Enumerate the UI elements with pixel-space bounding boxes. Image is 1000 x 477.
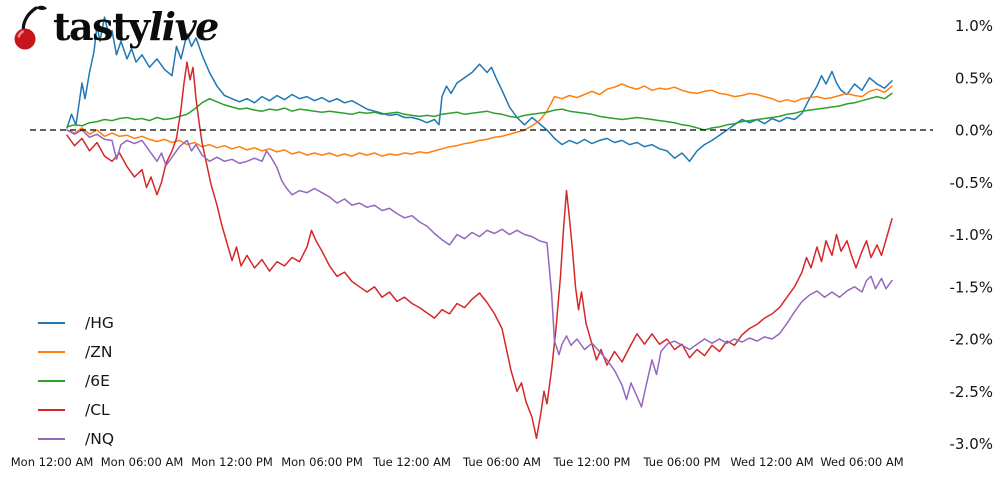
y-tick-label: -0.5% [949,174,993,192]
chart-legend: /HG /ZN /6E /CL /NQ [38,308,114,453]
legend-item-cl: /CL [38,395,114,424]
y-tick-label: 0.0% [955,122,993,140]
legend-label-6e: /6E [85,371,110,390]
x-tick-label: Wed 12:00 AM [730,455,813,469]
series-line-cl [66,61,893,440]
x-tick-label: Tue 06:00 PM [643,455,721,469]
y-tick-label: -2.0% [949,331,993,349]
legend-item-zn: /ZN [38,337,114,366]
brand-live: live [148,4,220,49]
x-tick-label: Mon 06:00 AM [101,455,184,469]
y-tick-label: -1.5% [949,278,993,296]
legend-item-6e: /6E [38,366,114,395]
y-tick-label: 0.5% [955,69,993,87]
legend-item-nq: /NQ [38,424,114,453]
x-tick-label: Wed 06:00 AM [820,455,903,469]
x-tick-label: Mon 12:00 AM [11,455,94,469]
legend-line-swatch-cl [38,408,65,411]
x-tick-label: Tue 06:00 AM [462,455,541,469]
cherry-icon [14,5,47,50]
x-tick-label: Tue 12:00 AM [372,455,451,469]
y-tick-label: 1.0% [955,17,993,35]
legend-line-swatch-6e [38,379,65,382]
x-tick-label: Tue 12:00 PM [553,455,631,469]
legend-line-swatch-hg [38,321,65,324]
brand-wordmark: tastylive [53,3,220,50]
tastylive-logo: tastylive [12,3,220,51]
y-tick-label: -3.0% [949,435,993,453]
series-line-6e [66,92,893,131]
y-tick-label: -1.0% [949,226,993,244]
series-line-nq [66,129,893,408]
legend-label-zn: /ZN [85,342,113,361]
legend-label-nq: /NQ [85,429,115,448]
brand-tasty: tasty [53,4,150,49]
legend-item-hg: /HG [38,308,114,337]
series-line-zn [66,83,893,157]
legend-line-swatch-zn [38,350,65,353]
series-line-hg [66,16,893,163]
x-tick-label: Mon 12:00 PM [191,455,273,469]
y-tick-label: -2.5% [949,383,993,401]
legend-label-hg: /HG [85,313,114,332]
x-tick-label: Mon 06:00 PM [281,455,363,469]
legend-label-cl: /CL [85,400,110,419]
legend-line-swatch-nq [38,437,65,440]
